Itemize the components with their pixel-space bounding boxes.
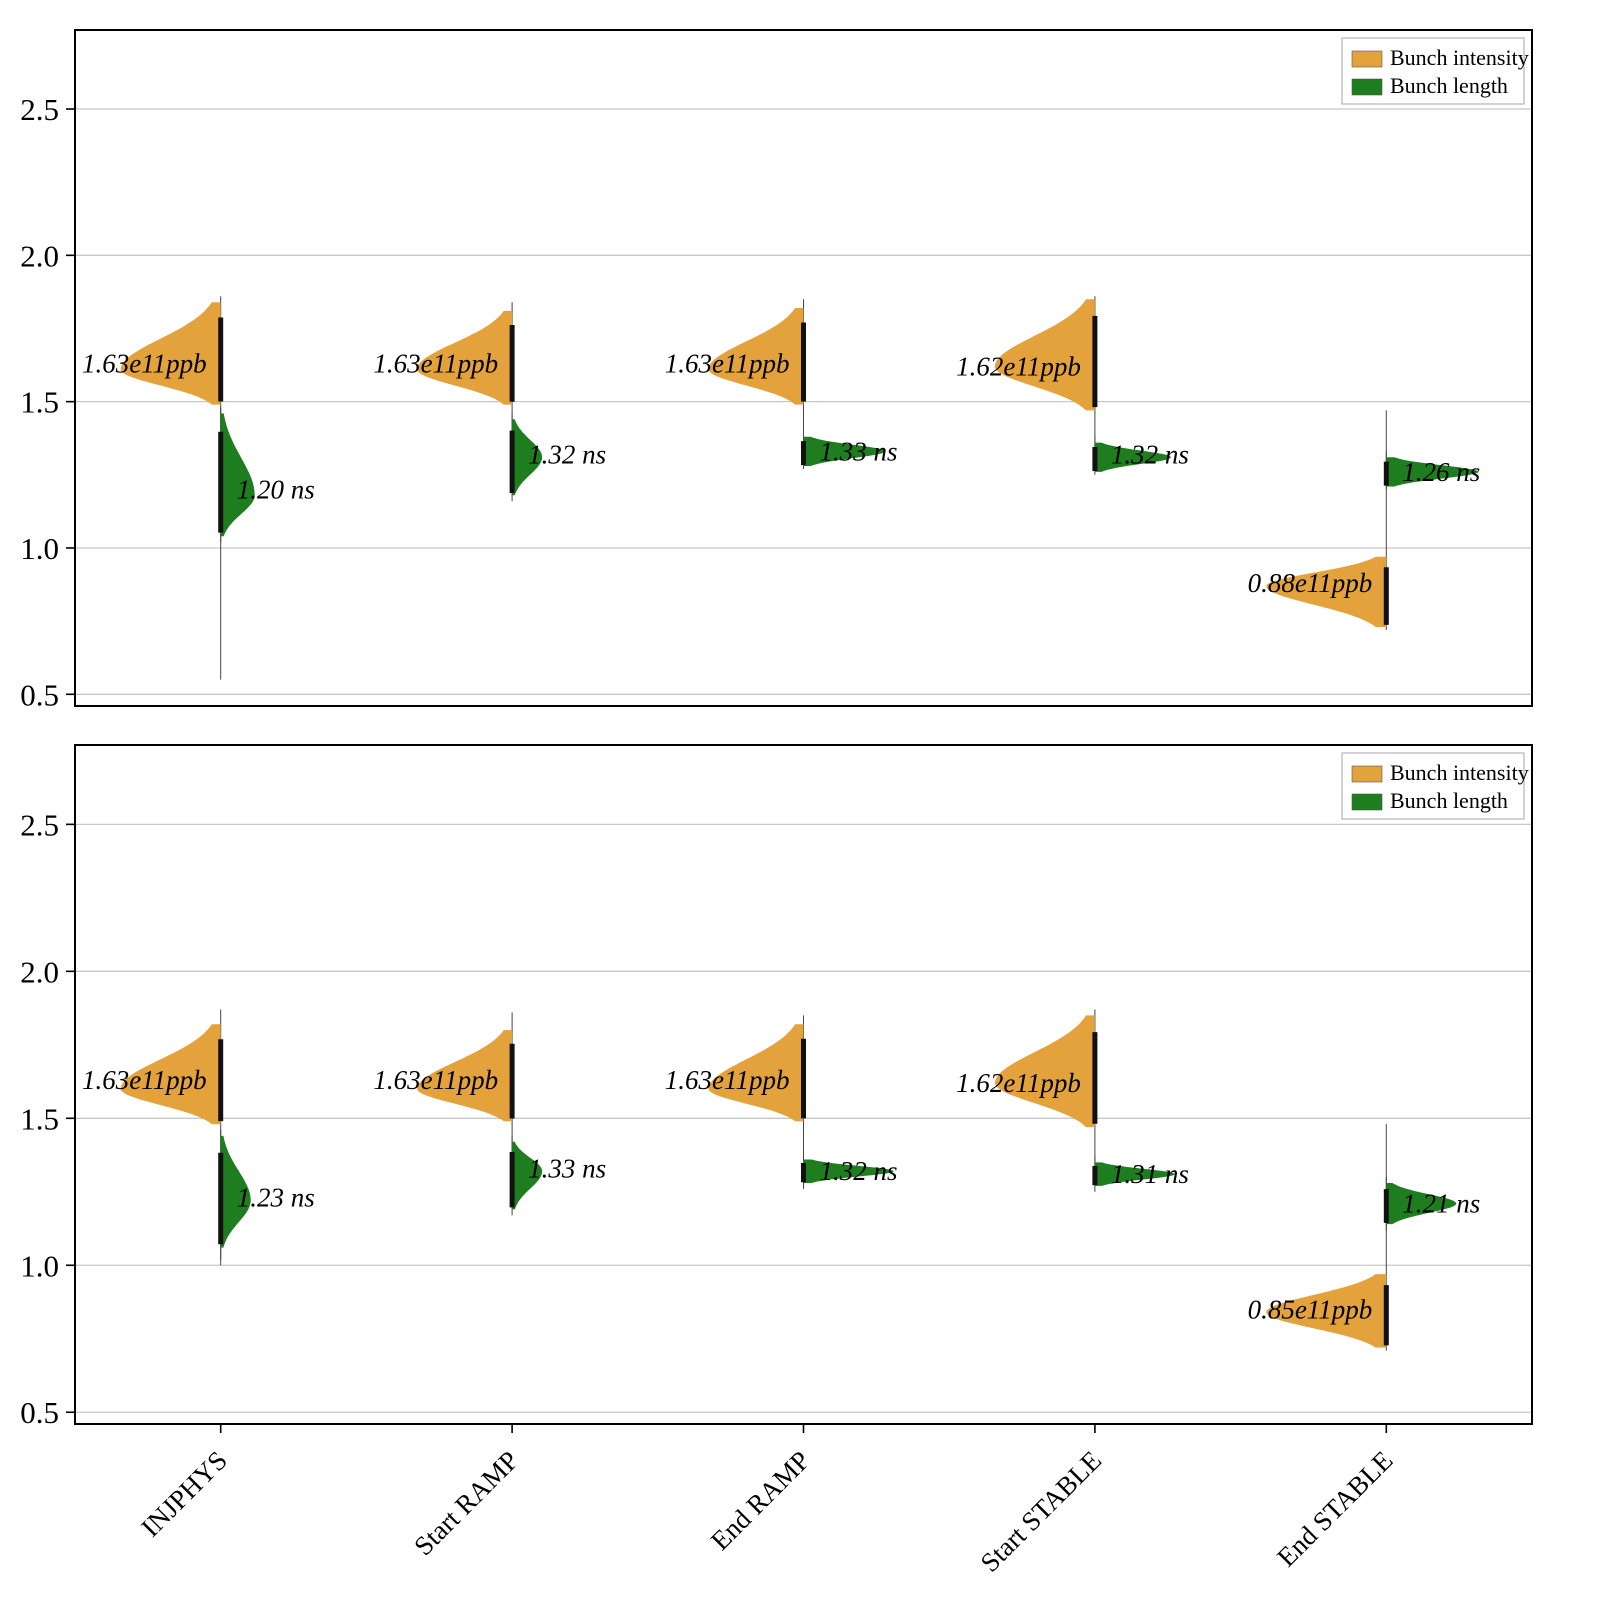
legend: Bunch intensity Bunch length <box>1341 37 1529 105</box>
panel-beam-2: 0.5 1.0 1.5 2.0 2.5 1.63e11ppb 1.23 ns 1.63e11p… <box>20 744 1533 1430</box>
legend-label-intensity: Bunch intensity <box>1390 45 1529 70</box>
annotation-length: 1.32 ns <box>528 439 606 469</box>
y-tick-label: 1.0 <box>20 1248 59 1283</box>
y-tick-label: 0.5 <box>20 1395 59 1430</box>
violin-intensity-end-ramp <box>708 308 804 405</box>
y-tick-label: 1.5 <box>20 385 59 420</box>
y-tick-label: 2.5 <box>20 92 59 127</box>
annotation-length: 1.26 ns <box>1402 457 1480 487</box>
legend-swatch-intensity <box>1351 50 1383 68</box>
annotation-intensity: 1.63e11ppb <box>373 349 498 379</box>
annotation-intensity: 1.63e11ppb <box>665 1065 790 1095</box>
annotation-length: 1.20 ns <box>237 474 315 504</box>
violin-length-injphys <box>220 413 255 537</box>
violin-intensity-start-stable <box>994 299 1095 411</box>
violin-intensity-start-stable <box>994 1015 1095 1128</box>
violin-length-start-ramp <box>512 1141 543 1210</box>
violin-length-end-ramp <box>803 1159 894 1183</box>
legend-swatch-length <box>1351 793 1383 811</box>
violin-intensity-end-stable <box>1266 1274 1387 1348</box>
annotation-intensity: 1.63e11ppb <box>373 1065 498 1095</box>
annotation-length: 1.23 ns <box>237 1183 315 1213</box>
legend-label-length: Bunch length <box>1390 788 1508 813</box>
y-tick-label: 2.0 <box>20 238 59 273</box>
annotation-intensity: 0.88e11ppb <box>1248 568 1373 598</box>
legend-label-length: Bunch length <box>1390 73 1508 98</box>
annotation-intensity: 1.63e11ppb <box>82 1065 207 1095</box>
y-tick-label: 2.5 <box>20 807 59 842</box>
legend-label-intensity: Bunch intensity <box>1390 760 1529 785</box>
violin-intensity-end-stable <box>1266 556 1387 627</box>
panel-beam-1: 0.5 1.0 1.5 2.0 2.5 1.63e11ppb 1.20 ns 1.63e11p… <box>20 29 1533 712</box>
violin-length-start-stable <box>1094 1162 1175 1186</box>
annotation-length: 1.32 ns <box>1111 439 1189 469</box>
legend-swatch-length <box>1351 78 1383 96</box>
y-tick-label: 2.0 <box>20 954 59 989</box>
annotation-intensity: 1.62e11ppb <box>956 352 1081 382</box>
annotation-intensity: 1.62e11ppb <box>956 1068 1081 1098</box>
y-tick-label: 1.5 <box>20 1101 59 1136</box>
annotation-length: 1.32 ns <box>820 1156 898 1186</box>
annotation-length: 1.33 ns <box>528 1153 606 1183</box>
violin-length-end-stable <box>1386 457 1479 487</box>
annotation-intensity: 1.63e11ppb <box>665 349 790 379</box>
violin-length-end-stable <box>1386 1183 1457 1225</box>
violin-intensity-start-ramp <box>417 310 513 405</box>
violin-intensity-start-ramp <box>417 1030 513 1122</box>
legend-swatch-intensity <box>1351 765 1383 783</box>
y-tick-label: 0.5 <box>20 677 59 712</box>
annotation-length: 1.21 ns <box>1402 1189 1480 1219</box>
legend: Bunch intensity Bunch length <box>1341 752 1529 820</box>
annotation-length: 1.33 ns <box>820 436 898 466</box>
y-tick-label: 1.0 <box>20 531 59 566</box>
violin-length-injphys <box>220 1135 251 1248</box>
violin-intensity-injphys <box>120 1024 221 1125</box>
violin-intensity-end-ramp <box>708 1024 804 1122</box>
annotation-intensity: 1.63e11ppb <box>82 349 207 379</box>
violin-length-start-ramp <box>512 419 543 496</box>
violin-intensity-injphys <box>120 302 221 405</box>
violin-length-start-stable <box>1094 442 1171 472</box>
panel-border <box>74 29 1533 707</box>
violin-length-end-ramp <box>803 436 886 466</box>
annotation-length: 1.31 ns <box>1111 1159 1189 1189</box>
annotation-intensity: 0.85e11ppb <box>1248 1294 1373 1324</box>
